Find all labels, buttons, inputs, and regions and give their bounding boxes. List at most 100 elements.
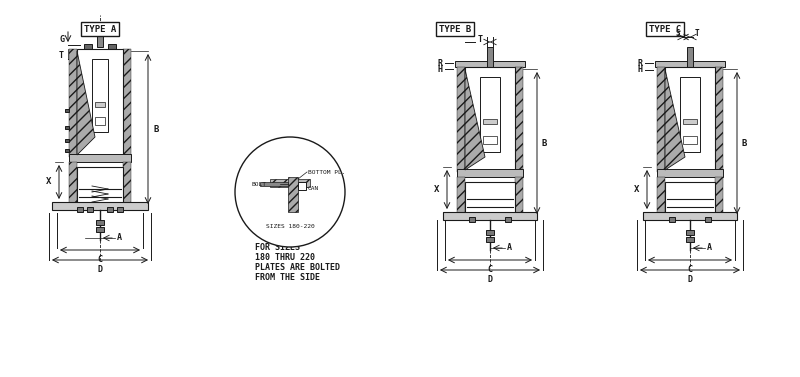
Text: T: T [695, 29, 700, 37]
Text: X: X [634, 185, 639, 194]
Bar [69, 162, 77, 207]
Bar [505, 217, 511, 222]
Bar [480, 77, 500, 152]
Bar [483, 119, 497, 124]
Polygon shape [77, 51, 95, 155]
Text: FOR SIZES: FOR SIZES [255, 242, 300, 251]
Text: H: H [438, 64, 443, 74]
Bar [69, 154, 131, 162]
Bar [77, 167, 123, 207]
Bar [97, 27, 103, 47]
Bar [657, 177, 665, 217]
Bar [487, 47, 493, 67]
Bar [260, 182, 288, 186]
Text: C: C [98, 255, 102, 264]
Bar [686, 230, 694, 235]
Text: A: A [707, 244, 712, 253]
Text: CAN: CAN [308, 185, 319, 190]
Bar [655, 61, 725, 67]
Bar [108, 44, 116, 49]
Polygon shape [665, 69, 685, 170]
Bar [77, 207, 83, 212]
Bar [77, 49, 123, 157]
Bar [705, 217, 711, 222]
Bar [443, 212, 537, 220]
Text: S: S [675, 29, 680, 37]
Text: 180 THRU 220: 180 THRU 220 [255, 253, 315, 262]
Text: D: D [98, 265, 102, 274]
Bar [457, 177, 465, 217]
Bar [288, 177, 298, 212]
Text: SIZES 180-220: SIZES 180-220 [266, 224, 314, 230]
Text: BOTTOM PL.: BOTTOM PL. [308, 170, 346, 175]
Bar [117, 207, 123, 212]
Bar [95, 117, 105, 125]
Text: FROM THE SIDE: FROM THE SIDE [255, 273, 320, 282]
Bar [515, 67, 523, 172]
Bar [69, 49, 77, 157]
Bar [665, 182, 715, 217]
Bar [486, 237, 494, 242]
Text: R: R [638, 58, 643, 67]
Circle shape [235, 137, 345, 247]
Bar [657, 67, 665, 172]
Bar [469, 217, 475, 222]
Bar [465, 182, 515, 217]
Bar [715, 177, 723, 217]
Text: BOLT: BOLT [252, 181, 267, 187]
Text: X: X [46, 178, 51, 187]
Bar [687, 47, 693, 67]
Text: A: A [507, 244, 512, 253]
Bar [686, 237, 694, 242]
Bar [52, 202, 148, 210]
Text: B: B [153, 124, 158, 133]
Bar [270, 179, 310, 187]
Text: TYPE C: TYPE C [649, 25, 681, 34]
Text: D: D [687, 275, 693, 284]
Text: PLATES ARE BOLTED: PLATES ARE BOLTED [255, 262, 340, 271]
Bar [298, 182, 306, 190]
Bar [515, 177, 523, 217]
Bar [665, 67, 715, 172]
Text: T: T [478, 35, 483, 43]
Text: C: C [687, 265, 693, 274]
Text: A: A [117, 233, 122, 242]
Bar [457, 169, 523, 177]
Text: C: C [487, 265, 493, 274]
Text: B: B [741, 138, 746, 147]
Text: H: H [638, 66, 643, 75]
Bar [669, 217, 675, 222]
Bar [455, 61, 525, 67]
Text: T: T [59, 51, 64, 60]
Bar [680, 77, 700, 152]
Bar [683, 136, 697, 144]
Text: TYPE A: TYPE A [84, 25, 116, 34]
Bar [683, 119, 697, 124]
Bar [107, 207, 113, 212]
Bar [715, 67, 723, 172]
Bar [657, 169, 723, 177]
Bar [84, 44, 92, 49]
Bar [65, 149, 69, 152]
Bar [92, 59, 108, 132]
Bar [95, 102, 105, 107]
Polygon shape [465, 69, 485, 170]
Text: B: B [541, 138, 546, 147]
Bar [96, 227, 104, 232]
Bar [483, 136, 497, 144]
Bar [643, 212, 737, 220]
Bar [65, 109, 69, 112]
Bar [457, 67, 465, 172]
Text: X: X [434, 185, 439, 194]
Bar [465, 67, 515, 172]
Bar [96, 220, 104, 225]
Text: D: D [487, 275, 493, 284]
Text: R: R [438, 58, 443, 67]
Bar [87, 207, 93, 212]
Bar [486, 230, 494, 235]
Text: G: G [59, 35, 64, 43]
Bar [123, 162, 131, 207]
Bar [123, 49, 131, 157]
Bar [65, 126, 69, 129]
Bar [65, 139, 69, 142]
